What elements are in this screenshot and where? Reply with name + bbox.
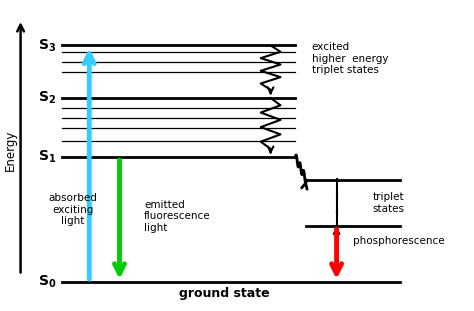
Text: ground state: ground state <box>179 287 269 300</box>
Text: phosphorescence: phosphorescence <box>353 236 445 246</box>
Text: Energy: Energy <box>4 130 17 171</box>
Text: emitted
fluorescence
light: emitted fluorescence light <box>144 200 211 233</box>
Text: $\mathbf{S_2}$: $\mathbf{S_2}$ <box>38 90 56 106</box>
Text: triplet
states: triplet states <box>372 192 404 214</box>
Text: $\mathbf{S_1}$: $\mathbf{S_1}$ <box>38 149 56 165</box>
Text: $\mathbf{S_3}$: $\mathbf{S_3}$ <box>38 37 56 54</box>
Text: absorbed
exciting
light: absorbed exciting light <box>48 193 97 226</box>
Text: excited
higher  energy
triplet states: excited higher energy triplet states <box>312 42 388 75</box>
Text: $\mathbf{S_0}$: $\mathbf{S_0}$ <box>38 274 56 290</box>
